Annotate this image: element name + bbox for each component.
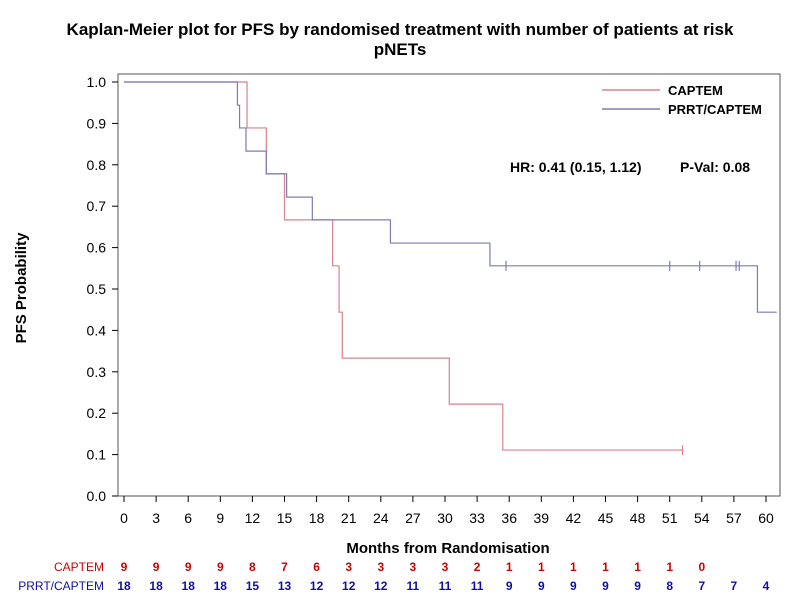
- at-risk-count: 18: [182, 579, 196, 593]
- at-risk-count: 9: [506, 579, 513, 593]
- at-risk-count: 11: [471, 579, 484, 593]
- at-risk-count: 0: [698, 560, 705, 574]
- at-risk-count: 18: [149, 579, 163, 593]
- x-tick-label: 0: [120, 510, 128, 526]
- at-risk-count: 3: [345, 560, 352, 574]
- at-risk-count: 9: [634, 579, 641, 593]
- hazard-ratio-label: HR: 0.41 (0.15, 1.12): [510, 159, 642, 175]
- x-tick-label: 36: [501, 510, 517, 526]
- x-tick-label: 27: [405, 510, 421, 526]
- at-risk-count: 8: [249, 560, 256, 574]
- legend-label-captem: CAPTEM: [668, 83, 723, 98]
- at-risk-count: 3: [442, 560, 449, 574]
- x-axis-title: Months from Randomisation: [346, 540, 549, 557]
- at-risk-count: 12: [374, 579, 388, 593]
- x-tick-label: 15: [277, 510, 293, 526]
- x-tick-label: 48: [630, 510, 646, 526]
- y-tick-label: 0.2: [87, 405, 107, 421]
- axes: 0 3 6 9 12 15 18 21 24 27 30 33 36 39 42 45 48 51 54 57 600.…: [87, 73, 781, 526]
- km-curve-captem: [124, 81, 683, 451]
- at-risk-count: 11: [407, 579, 420, 593]
- x-tick-label: 39: [534, 510, 550, 526]
- at-risk-count: 13: [278, 579, 292, 593]
- at-risk-count: 3: [377, 560, 384, 574]
- y-tick-label: 0.7: [87, 198, 107, 214]
- y-tick-label: 0.9: [87, 115, 107, 131]
- x-tick-label: 18: [309, 510, 325, 526]
- at-risk-count: 1: [538, 560, 545, 574]
- at-risk-count: 3: [410, 560, 417, 574]
- x-tick-label: 21: [341, 510, 357, 526]
- x-tick-label: 12: [245, 510, 261, 526]
- chart-title-line: Kaplan-Meier plot for PFS by randomised …: [66, 20, 734, 39]
- at-risk-count: 4: [763, 579, 770, 593]
- at-risk-count: 2: [474, 560, 481, 574]
- x-tick-label: 9: [216, 510, 224, 526]
- x-tick-label: 57: [726, 510, 742, 526]
- at-risk-count: 11: [439, 579, 452, 593]
- x-tick-label: 30: [437, 510, 453, 526]
- at-risk-count: 12: [310, 579, 324, 593]
- y-axis-title: PFS Probability: [13, 232, 30, 344]
- at-risk-count: 9: [153, 560, 160, 574]
- at-risk-count: 1: [506, 560, 513, 574]
- p-value-label: P-Val: 0.08: [680, 159, 750, 175]
- at-risk-count: 1: [634, 560, 641, 574]
- y-tick-label: 0.5: [87, 281, 107, 297]
- x-tick-label: 33: [469, 510, 485, 526]
- x-tick-label: 24: [373, 510, 389, 526]
- at-risk-count: 1: [570, 560, 577, 574]
- at-risk-count: 8: [666, 579, 673, 593]
- chart-subtitle: pNETs: [373, 40, 427, 59]
- y-tick-label: 0.1: [87, 447, 107, 463]
- at-risk-count: 9: [121, 560, 128, 574]
- at-risk-count: 18: [117, 579, 131, 593]
- at-risk-row-label-prrt-captem: PRRT/CAPTEM: [18, 579, 104, 593]
- chart-title: Kaplan-Meier plot for PFS by randomised …: [0, 20, 800, 60]
- survival-curves: [124, 81, 777, 456]
- at-risk-count: 9: [602, 579, 609, 593]
- legend-label-prrt-captem: PRRT/CAPTEM: [668, 102, 762, 117]
- at-risk-count: 1: [666, 560, 673, 574]
- x-tick-label: 60: [758, 510, 774, 526]
- at-risk-count: 12: [342, 579, 356, 593]
- at-risk-count: 18: [214, 579, 228, 593]
- km-curve-prrt-captem: [124, 81, 777, 313]
- x-tick-label: 3: [152, 510, 160, 526]
- at-risk-count: 9: [185, 560, 192, 574]
- x-tick-label: 6: [184, 510, 192, 526]
- x-tick-label: 54: [694, 510, 710, 526]
- at-risk-count: 7: [731, 579, 738, 593]
- at-risk-row-label-captem: CAPTEM: [54, 560, 104, 574]
- at-risk-count: 15: [246, 579, 260, 593]
- y-tick-label: 0.3: [87, 364, 107, 380]
- at-risk-count: 9: [217, 560, 224, 574]
- at-risk-count: 6: [313, 560, 320, 574]
- at-risk-count: 1: [602, 560, 609, 574]
- y-tick-label: 0.8: [87, 157, 107, 173]
- at-risk-count: 9: [538, 579, 545, 593]
- y-tick-label: 0.0: [87, 488, 107, 504]
- y-tick-label: 0.6: [87, 240, 107, 256]
- x-tick-label: 51: [662, 510, 678, 526]
- plot-frame: [117, 73, 781, 497]
- x-tick-label: 45: [598, 510, 614, 526]
- at-risk-count: 7: [698, 579, 705, 593]
- legend: CAPTEM PRRT/CAPTEM: [602, 83, 762, 117]
- at-risk-count: 9: [570, 579, 577, 593]
- x-tick-label: 42: [566, 510, 582, 526]
- at-risk-count: 7: [281, 560, 288, 574]
- y-tick-label: 1.0: [87, 74, 107, 90]
- y-tick-label: 0.4: [87, 322, 107, 338]
